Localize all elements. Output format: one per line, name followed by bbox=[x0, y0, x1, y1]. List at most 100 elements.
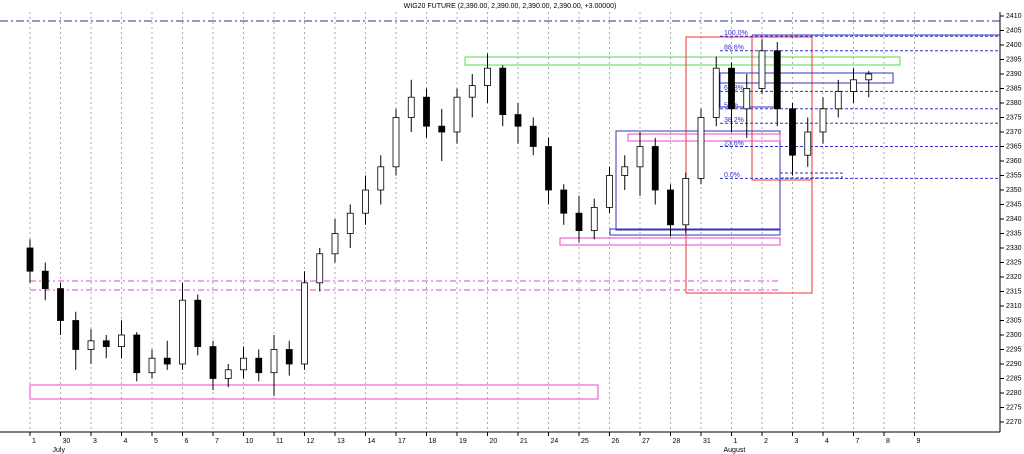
candle-body bbox=[606, 175, 613, 208]
candle-body bbox=[667, 189, 674, 226]
y-tick-label: 2310 bbox=[1006, 303, 1022, 310]
x-tick-label: 3 bbox=[795, 438, 799, 445]
candle-body bbox=[438, 125, 446, 133]
x-tick-label: 7 bbox=[215, 438, 219, 445]
fib-label: 100.0% bbox=[724, 30, 748, 37]
candle-body bbox=[194, 299, 202, 348]
candle-body bbox=[758, 50, 766, 89]
x-tick-label: 12 bbox=[307, 438, 315, 445]
candle-body bbox=[712, 67, 720, 118]
candle-body bbox=[529, 125, 537, 147]
x-tick-label: 17 bbox=[398, 438, 406, 445]
candle-body bbox=[545, 146, 552, 191]
y-tick-label: 2320 bbox=[1006, 274, 1022, 281]
y-tick-label: 2390 bbox=[1006, 71, 1022, 78]
candle-body bbox=[41, 270, 49, 290]
candle-body bbox=[285, 349, 293, 365]
x-tick-label: 1 bbox=[32, 438, 36, 445]
x-tick-label: 4 bbox=[124, 438, 128, 445]
candle-body bbox=[133, 334, 141, 374]
y-tick-label: 2300 bbox=[1006, 332, 1022, 339]
candle-body bbox=[819, 108, 827, 133]
x-tick-label: 5 bbox=[154, 438, 158, 445]
y-tick-label: 2410 bbox=[1006, 13, 1022, 20]
candle-body bbox=[484, 67, 491, 86]
zone bbox=[29, 384, 599, 400]
y-tick-label: 2400 bbox=[1006, 42, 1022, 49]
x-tick-label: 3 bbox=[93, 438, 97, 445]
candle-body bbox=[57, 288, 64, 321]
candle-body bbox=[621, 166, 629, 176]
zone bbox=[609, 228, 781, 236]
x-tick-label: 6 bbox=[185, 438, 189, 445]
y-tick-label: 2295 bbox=[1006, 346, 1022, 353]
candle-body bbox=[148, 357, 156, 374]
candle-body bbox=[255, 357, 263, 374]
candle-body bbox=[636, 146, 644, 168]
candle-body bbox=[865, 73, 873, 81]
x-tick-label: 2 bbox=[764, 438, 768, 445]
candle-body bbox=[209, 346, 217, 379]
x-tick-label: 4 bbox=[825, 438, 829, 445]
y-tick-label: 2325 bbox=[1006, 259, 1022, 266]
x-group-label: July bbox=[53, 447, 66, 454]
candle-body bbox=[346, 212, 354, 234]
candle-body bbox=[26, 247, 34, 272]
x-tick-label: 10 bbox=[246, 438, 254, 445]
y-tick-label: 2350 bbox=[1006, 187, 1022, 194]
candle-body bbox=[423, 96, 430, 127]
fib-label: 88.6% bbox=[724, 45, 744, 52]
x-tick-label: 20 bbox=[490, 438, 498, 445]
candle-body bbox=[118, 334, 125, 348]
y-tick-label: 2330 bbox=[1006, 245, 1022, 252]
x-tick-label: 14 bbox=[368, 438, 376, 445]
candles bbox=[26, 39, 873, 396]
candle-body bbox=[102, 340, 110, 347]
fib-label: 0.0% bbox=[724, 172, 740, 179]
candle-body bbox=[377, 166, 385, 191]
fib-label: 38.2% bbox=[724, 117, 744, 124]
candle-body bbox=[590, 206, 598, 231]
candle-body bbox=[331, 233, 339, 255]
y-tick-label: 2315 bbox=[1006, 288, 1022, 295]
x-tick-label: 24 bbox=[551, 438, 559, 445]
x-tick-label: 27 bbox=[642, 438, 650, 445]
y-tick-label: 2275 bbox=[1006, 404, 1022, 411]
candle-body bbox=[575, 212, 583, 231]
y-tick-label: 2360 bbox=[1006, 158, 1022, 165]
candle-body bbox=[179, 299, 186, 365]
y-tick-label: 2395 bbox=[1006, 56, 1022, 63]
y-tick-label: 2365 bbox=[1006, 143, 1022, 150]
fib-label: 23.6% bbox=[724, 140, 744, 147]
x-tick-label: 26 bbox=[612, 438, 620, 445]
candle-body bbox=[682, 177, 690, 226]
y-tick-label: 2355 bbox=[1006, 172, 1022, 179]
zone bbox=[464, 56, 901, 66]
y-tick-label: 2380 bbox=[1006, 100, 1022, 107]
x-tick-label: 31 bbox=[703, 438, 711, 445]
y-tick-label: 2285 bbox=[1006, 375, 1022, 382]
x-tick-label: 9 bbox=[917, 438, 921, 445]
y-tick-label: 2370 bbox=[1006, 129, 1022, 136]
y-tick-label: 2290 bbox=[1006, 361, 1022, 368]
chart-title: WIG20 FUTURE (2,390.00, 2,390.00, 2,390.… bbox=[404, 3, 617, 10]
y-tick-label: 2375 bbox=[1006, 114, 1022, 121]
candle-body bbox=[834, 91, 842, 110]
x-tick-label: 30 bbox=[63, 438, 71, 445]
candle-body bbox=[270, 349, 278, 374]
x-tick-label: 13 bbox=[337, 438, 345, 445]
x-tick-label: 21 bbox=[520, 438, 528, 445]
y-tick-label: 2345 bbox=[1006, 201, 1022, 208]
zone bbox=[559, 237, 781, 246]
candle-body bbox=[316, 253, 324, 284]
candle-body bbox=[72, 320, 80, 350]
candle-body bbox=[697, 117, 705, 179]
candle-body bbox=[743, 88, 751, 110]
x-group-label: August bbox=[724, 447, 746, 454]
x-tick-label: 11 bbox=[276, 438, 283, 445]
y-tick-label: 2305 bbox=[1006, 317, 1022, 324]
candle-body bbox=[468, 85, 476, 98]
y-tick-label: 2405 bbox=[1006, 27, 1022, 34]
candle-body bbox=[392, 117, 400, 168]
